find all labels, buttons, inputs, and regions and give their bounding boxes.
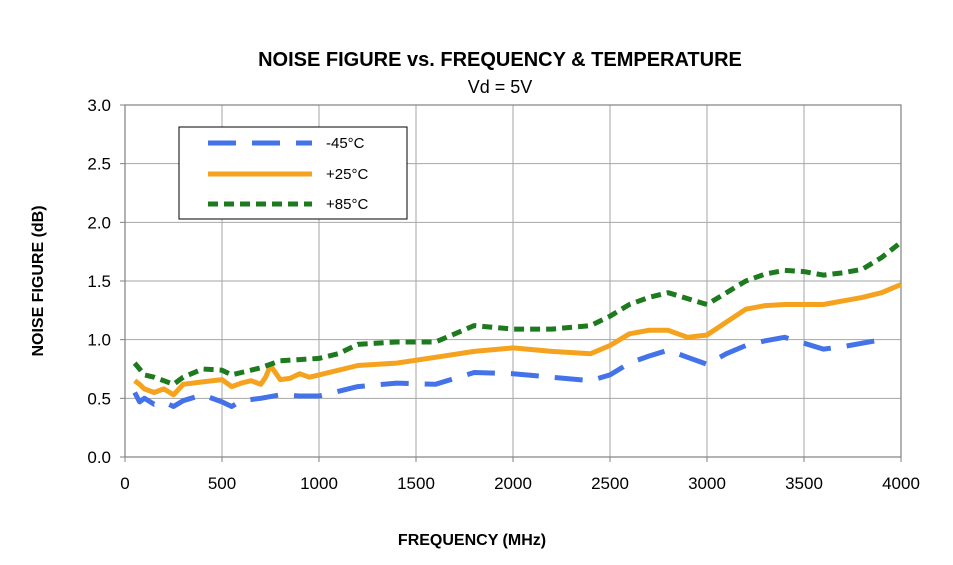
x-tick-label: 1500 [397, 474, 435, 493]
legend-label-minus45: -45°C [326, 135, 365, 152]
x-tick-label: 2000 [494, 474, 532, 493]
series-line-minus45 [132, 334, 883, 409]
series-line-plus25 [133, 282, 902, 398]
x-tick-label: 4000 [882, 474, 920, 493]
x-tick-label: 500 [208, 474, 236, 493]
ticks: 0 500 1000 1500 2000 2500 3000 3500 4000 0.0 0.5 1.… [87, 96, 920, 493]
y-tick-label: 0.5 [87, 389, 111, 408]
chart-subtitle: Vd = 5V [468, 77, 533, 97]
chart-title: NOISE FIGURE vs. FREQUENCY & TEMPERATURE [258, 49, 742, 71]
y-tick-label: 3.0 [87, 96, 111, 115]
legend-label-plus25: +25°C [326, 166, 368, 183]
x-tick-label: 1000 [300, 474, 338, 493]
x-tick-label: 3000 [688, 474, 726, 493]
y-axis-title: NOISE FIGURE (dB) [30, 205, 47, 356]
legend: -45°C +25°C +85°C [178, 126, 408, 220]
y-tick-label: 1.0 [87, 331, 111, 350]
y-tick-label: 1.5 [87, 272, 111, 291]
series-group [132, 240, 903, 409]
legend-label-plus85: +85°C [326, 196, 368, 213]
x-axis-title: FREQUENCY (MHz) [398, 532, 546, 549]
y-tick-label: 2.0 [87, 213, 111, 232]
y-tick-label: 0.0 [87, 448, 111, 467]
x-tick-label: 0 [120, 474, 129, 493]
series-line-plus85 [132, 240, 903, 387]
y-tick-label: 2.5 [87, 155, 111, 174]
x-tick-label: 3500 [785, 474, 823, 493]
x-tick-label: 2500 [591, 474, 629, 493]
